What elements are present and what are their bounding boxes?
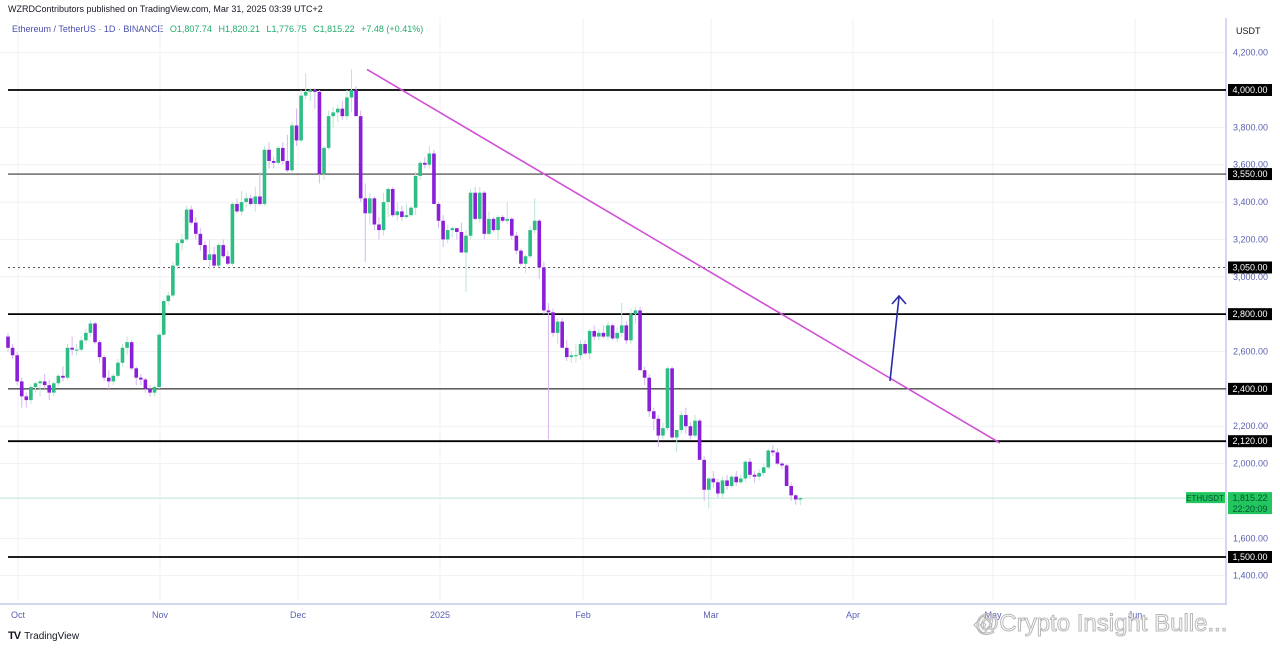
symbol-title[interactable]: Ethereum / TetherUS · 1D · BINANCE <box>12 24 164 34</box>
svg-text:2,120.00: 2,120.00 <box>1232 436 1267 446</box>
svg-text:1,400.00: 1,400.00 <box>1233 571 1268 581</box>
high-value: H1,820.21 <box>218 24 261 34</box>
svg-text:3,550.00: 3,550.00 <box>1232 169 1267 179</box>
svg-text:1,600.00: 1,600.00 <box>1233 533 1268 543</box>
svg-text:4,000.00: 4,000.00 <box>1232 85 1267 95</box>
level-tag-2120 <box>1228 435 1272 448</box>
svg-text:Oct: Oct <box>11 610 26 620</box>
svg-text:1,500.00: 1,500.00 <box>1232 552 1267 562</box>
level-tag-1500 <box>1228 551 1272 563</box>
breakout-arrow <box>889 296 900 382</box>
tv-logo-icon: TV <box>8 630 21 642</box>
descending-trendline <box>366 68 1001 444</box>
svg-text:3,200.00: 3,200.00 <box>1233 234 1268 244</box>
svg-text:3,600.00: 3,600.00 <box>1233 160 1268 170</box>
low-value: L1,776.75 <box>266 24 307 34</box>
svg-text:3,000.00: 3,000.00 <box>1233 272 1268 282</box>
svg-text:Apr: Apr <box>846 610 860 620</box>
level-tag-2800 <box>1228 308 1272 321</box>
drawings[interactable] <box>366 68 1001 444</box>
svg-text:May: May <box>984 610 1002 620</box>
svg-text:2025: 2025 <box>430 610 450 620</box>
watermark: @Crypto Insight Bulle... <box>974 610 1228 638</box>
change-value: +7.48 (+0.41%) <box>361 24 424 34</box>
brand-label: TradingView <box>24 630 80 642</box>
svg-text:2,200.00: 2,200.00 <box>1233 421 1268 431</box>
symbol-legend: Ethereum / TetherUS · 1D · BINANCE O1,80… <box>12 24 423 34</box>
svg-text:3,050.00: 3,050.00 <box>1232 262 1267 272</box>
svg-text:22:20:09: 22:20:09 <box>1232 504 1267 514</box>
open-value: O1,807.74 <box>169 24 212 34</box>
svg-text:1,815.22: 1,815.22 <box>1232 493 1267 503</box>
svg-text:Feb: Feb <box>575 610 591 620</box>
level-tag-3550 <box>1228 168 1272 181</box>
svg-text:Jun: Jun <box>1128 610 1143 620</box>
svg-text:Nov: Nov <box>152 610 169 620</box>
grid <box>0 18 1227 605</box>
level-tag-4000 <box>1228 84 1272 96</box>
svg-text:Dec: Dec <box>290 610 307 620</box>
price-axis[interactable]: 4,000.00 3,550.00 3,050.00 2,800.00 2,400.00… <box>1186 48 1272 581</box>
svg-text:2,800.00: 2,800.00 <box>1232 309 1267 319</box>
level-tag-3050 <box>1228 261 1272 274</box>
currency-label: USDT <box>1236 26 1261 36</box>
svg-text:3,800.00: 3,800.00 <box>1233 122 1268 132</box>
horizontal-levels[interactable] <box>0 89 1226 558</box>
level-tag-2400 <box>1228 382 1272 395</box>
candles <box>6 69 803 509</box>
svg-text:2,600.00: 2,600.00 <box>1233 347 1268 357</box>
svg-text:Mar: Mar <box>703 610 719 620</box>
svg-text:ETHUSDT: ETHUSDT <box>1186 494 1224 503</box>
time-axis[interactable]: Oct Nov Dec 2025 Feb Mar Apr May Jun <box>11 610 1142 620</box>
close-value: C1,815.22 <box>313 24 355 34</box>
svg-text:4,200.00: 4,200.00 <box>1233 48 1268 58</box>
svg-text:2,000.00: 2,000.00 <box>1233 459 1268 469</box>
svg-text:3,400.00: 3,400.00 <box>1233 197 1268 207</box>
svg-text:2,400.00: 2,400.00 <box>1232 384 1267 394</box>
tradingview-logo[interactable]: TV TradingView <box>8 630 79 642</box>
binance-diamond-icon <box>973 615 993 635</box>
published-line: WZRDContributors published on TradingVie… <box>8 4 323 14</box>
